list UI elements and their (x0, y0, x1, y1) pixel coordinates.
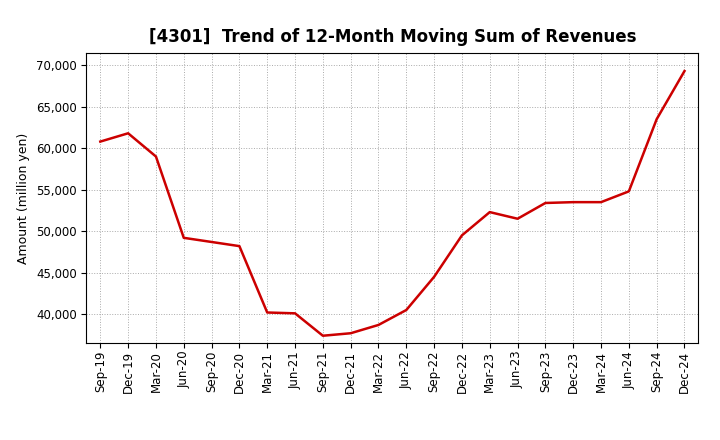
Y-axis label: Amount (million yen): Amount (million yen) (17, 132, 30, 264)
Title: [4301]  Trend of 12-Month Moving Sum of Revenues: [4301] Trend of 12-Month Moving Sum of R… (148, 28, 636, 46)
